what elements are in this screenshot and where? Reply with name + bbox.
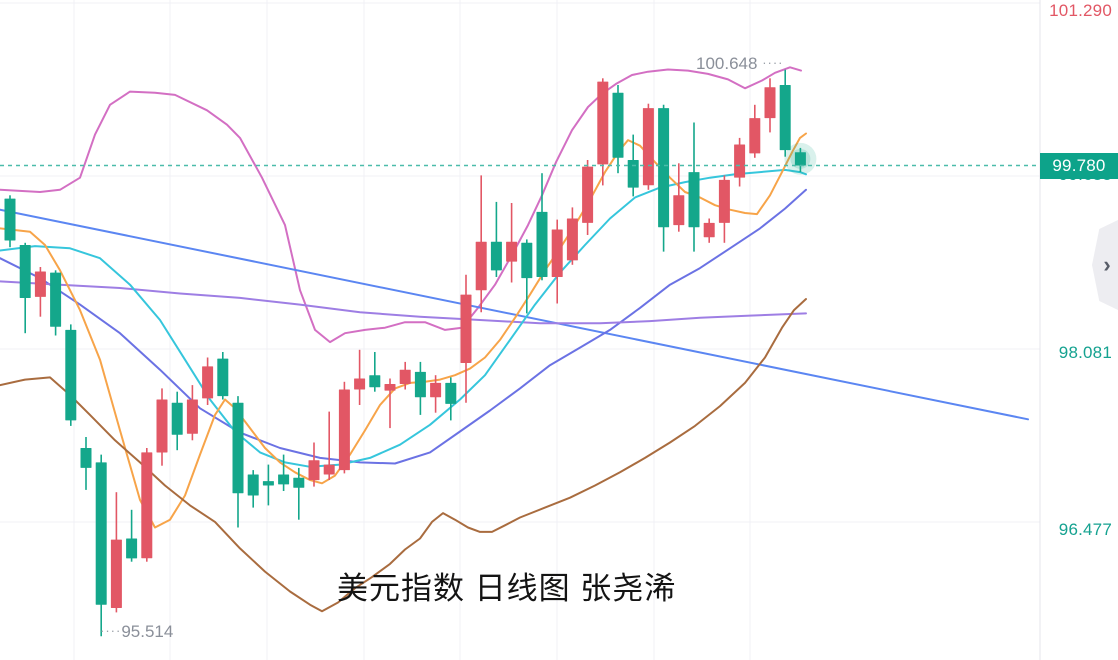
candle-body	[460, 294, 472, 363]
candle-body	[734, 144, 746, 178]
chevron-right-icon[interactable]: ›	[1103, 252, 1111, 277]
candle-body	[186, 399, 198, 434]
ma-mid-line	[0, 132, 807, 529]
candle-body	[612, 92, 624, 158]
candle-body	[414, 371, 426, 398]
candle-body	[551, 229, 563, 277]
candle-body	[779, 85, 791, 151]
candle-body	[430, 382, 442, 398]
candle-body	[384, 384, 396, 391]
candle-body	[338, 389, 350, 471]
candle-body	[171, 402, 183, 435]
candle-body	[521, 242, 533, 279]
candle-body	[110, 539, 122, 608]
high-price-annotation: 100.648 ····	[696, 54, 784, 74]
y-axis-label-101290: 101.290	[1049, 1, 1112, 20]
candle-body	[582, 166, 594, 223]
candle-body	[627, 160, 639, 188]
candle-body	[658, 108, 670, 228]
y-axis-label-96477: 96.477	[1058, 520, 1112, 539]
candle-body	[566, 218, 578, 261]
candle-body	[794, 152, 806, 166]
y-axis-label-98081: 98.081	[1058, 343, 1112, 362]
candle-body	[65, 329, 77, 421]
candle-body	[673, 195, 685, 226]
dotted-connector-icon: ····	[762, 55, 784, 70]
bollinger-lower-line	[0, 298, 807, 613]
candle-body	[247, 474, 259, 496]
low-price-value: 95.514	[121, 622, 174, 641]
candle-body	[718, 179, 730, 223]
candle-body	[536, 211, 548, 277]
bollinger-upper-line	[0, 66, 802, 344]
low-price-annotation: ····95.514	[100, 622, 173, 642]
high-price-value: 100.648	[696, 54, 758, 73]
current-price-badge: 99.780	[1040, 153, 1118, 179]
candle-body	[703, 222, 715, 238]
candle-body	[475, 241, 487, 291]
candle-body	[156, 399, 168, 453]
ma-fast-line	[0, 168, 807, 468]
candle-body	[232, 402, 244, 494]
candle-body	[34, 271, 46, 297]
candle-body	[506, 241, 518, 262]
candle-body	[308, 460, 320, 481]
candle-body	[50, 272, 62, 327]
candle-body	[369, 375, 381, 388]
candle-body	[217, 358, 229, 397]
candle-body	[323, 464, 335, 475]
candle-body	[262, 481, 274, 486]
chart-watermark-title: 美元指数 日线图 张尧浠	[337, 571, 677, 606]
ma-flat-line	[0, 280, 807, 325]
candle-body	[202, 366, 214, 399]
candle-body	[80, 448, 92, 468]
candle-body	[126, 538, 138, 559]
candle-body	[749, 118, 761, 154]
candle-body	[354, 378, 366, 390]
candle-body	[764, 87, 776, 119]
candle-body	[293, 477, 305, 488]
candle-body	[642, 108, 654, 186]
candle-body	[597, 81, 609, 165]
candle-body	[399, 369, 411, 384]
ma-long-line	[0, 188, 807, 465]
candle-body	[445, 382, 457, 404]
dotted-connector-icon: ····	[100, 623, 122, 638]
candle-body	[19, 245, 31, 298]
candle-body	[95, 462, 107, 605]
candle-body	[4, 198, 16, 241]
candle-body	[490, 241, 502, 271]
candle-body	[141, 452, 153, 559]
candle-body	[688, 172, 700, 228]
trendline-line	[0, 208, 1029, 421]
candle-body	[278, 474, 290, 485]
